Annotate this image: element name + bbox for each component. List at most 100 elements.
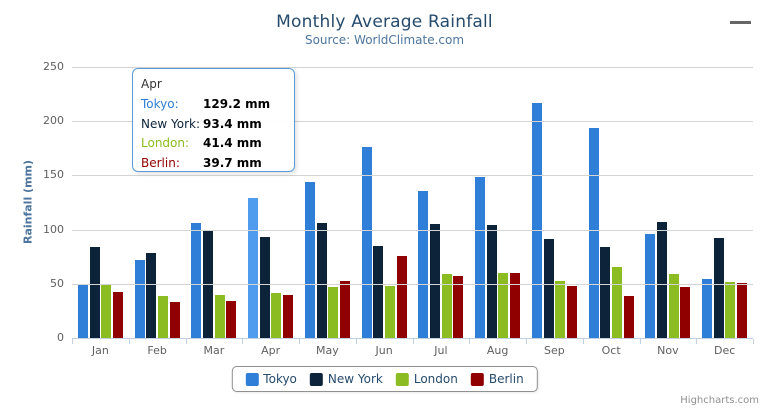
y-gridline-200 (72, 121, 753, 123)
bar-berlin-jan[interactable] (112, 292, 123, 338)
bar-tokyo-nov[interactable] (645, 234, 656, 338)
x-axis-tick (526, 339, 527, 344)
legend-item-label: Berlin (488, 372, 524, 386)
x-axis-label-feb: Feb (147, 344, 167, 357)
bar-tokyo-sep[interactable] (531, 103, 542, 338)
bar-tokyo-apr[interactable] (248, 197, 259, 338)
x-axis-tick (696, 339, 698, 344)
bar-berlin-jun[interactable] (396, 256, 407, 338)
bar-london-dec[interactable] (725, 282, 736, 338)
bar-tokyo-jan[interactable] (77, 283, 88, 338)
bar-london-may[interactable] (328, 287, 339, 338)
x-axis-label-jun: Jun (375, 344, 393, 357)
legend: Tokyo New York London Berlin (231, 366, 538, 392)
x-axis-tick (72, 339, 73, 344)
bar-london-jun[interactable] (384, 285, 395, 338)
bar-tokyo-dec[interactable] (702, 279, 713, 338)
y-gridline-250 (72, 67, 753, 68)
tooltip-value: 93.4 mm (203, 116, 262, 131)
bar-tokyo-may[interactable] (304, 181, 315, 338)
bar-berlin-feb[interactable] (169, 302, 180, 338)
x-axis-label-oct: Oct (601, 344, 621, 357)
bar-tokyo-oct[interactable] (588, 127, 599, 338)
bar-new-york-apr[interactable] (259, 236, 270, 338)
bar-new-york-sep[interactable] (543, 239, 554, 338)
bar-berlin-sep[interactable] (566, 286, 577, 338)
bar-berlin-dec[interactable] (737, 282, 748, 338)
y-axis-label-250: 250 (43, 60, 64, 73)
bar-london-apr[interactable] (271, 293, 282, 338)
bar-new-york-dec[interactable] (713, 237, 724, 338)
bar-new-york-nov[interactable] (657, 222, 668, 338)
legend-item-label: New York (327, 372, 383, 386)
bar-berlin-jul[interactable] (453, 275, 464, 338)
legend-item-label: Tokyo (263, 372, 297, 386)
y-axis-label-50: 50 (50, 276, 64, 290)
bar-new-york-jan[interactable] (89, 247, 100, 338)
bar-tokyo-jul[interactable] (418, 191, 429, 338)
y-gridline-150 (72, 175, 753, 177)
bar-new-york-jul[interactable] (430, 224, 441, 338)
tooltip: Apr Tokyo: 129.2 mm New York: 93.4 mm London… (132, 68, 295, 172)
bar-london-nov[interactable] (668, 273, 679, 338)
export-menu-button[interactable] (730, 21, 751, 34)
bar-berlin-aug[interactable] (510, 272, 521, 338)
tooltip-series-label: Tokyo: (141, 97, 179, 111)
bar-new-york-feb[interactable] (146, 252, 157, 338)
legend-item-london[interactable]: London (395, 372, 458, 386)
bar-tokyo-mar[interactable] (191, 222, 202, 338)
tooltip-row: Berlin: 39.7 mm (141, 154, 286, 174)
bar-london-oct[interactable] (611, 267, 622, 338)
bar-london-jul[interactable] (441, 274, 452, 338)
legend-swatch-icon (395, 372, 409, 386)
bar-london-feb[interactable] (157, 295, 168, 338)
tooltip-series-label: London: (141, 136, 190, 150)
x-axis-tick (639, 339, 641, 344)
y-gridline-50 (72, 283, 753, 285)
credits-link[interactable]: Highcharts.com (680, 395, 759, 406)
y-gridline-100 (72, 229, 753, 231)
bar-tokyo-aug[interactable] (475, 177, 486, 338)
x-axis-label-jul: Jul (434, 344, 448, 357)
tooltip-series-label: New York: (141, 116, 200, 131)
legend-item-berlin[interactable]: Berlin (470, 372, 524, 386)
bar-london-aug[interactable] (498, 273, 509, 338)
legend-swatch-icon (245, 372, 259, 386)
bar-berlin-nov[interactable] (680, 287, 691, 338)
bar-new-york-oct[interactable] (600, 247, 611, 338)
x-axis-label-dec: Dec (713, 344, 736, 357)
legend-swatch-icon (470, 372, 484, 386)
x-axis-label-nov: Nov (657, 344, 679, 357)
bar-new-york-may[interactable] (316, 223, 327, 338)
tooltip-header: Apr (141, 77, 162, 91)
x-axis-tick (469, 339, 471, 344)
x-axis-label-jan: Jan (91, 344, 109, 357)
bar-berlin-apr[interactable] (283, 294, 294, 338)
bar-berlin-mar[interactable] (226, 300, 237, 338)
bar-new-york-aug[interactable] (486, 224, 497, 338)
y-axis-label-0: 0 (57, 331, 64, 344)
x-axis-tick (299, 339, 300, 344)
legend-item-label: London (413, 372, 458, 386)
bar-new-york-jun[interactable] (373, 246, 384, 338)
bar-london-mar[interactable] (214, 295, 225, 338)
bar-tokyo-feb[interactable] (134, 260, 145, 338)
legend-item-tokyo[interactable]: Tokyo (245, 372, 297, 386)
bar-berlin-oct[interactable] (623, 295, 634, 338)
bar-london-sep[interactable] (555, 281, 566, 338)
x-axis-tick (242, 339, 244, 344)
tooltip-row: Tokyo: 129.2 mm (141, 95, 286, 115)
x-axis-line (72, 338, 753, 339)
bar-berlin-may[interactable] (339, 280, 350, 338)
tooltip-value: 129.2 mm (203, 97, 271, 111)
bar-london-jan[interactable] (101, 284, 112, 338)
legend-item-new-york[interactable]: New York (309, 372, 383, 386)
chart-subtitle: Source: WorldClimate.com (304, 33, 465, 47)
x-axis-label-mar: Mar (203, 344, 225, 357)
x-axis-tick (753, 339, 754, 344)
y-axis-label-100: 100 (43, 222, 64, 236)
x-axis-label-apr: Apr (261, 344, 281, 357)
bar-tokyo-jun[interactable] (361, 147, 372, 338)
x-axis-label-may: May (316, 344, 339, 357)
